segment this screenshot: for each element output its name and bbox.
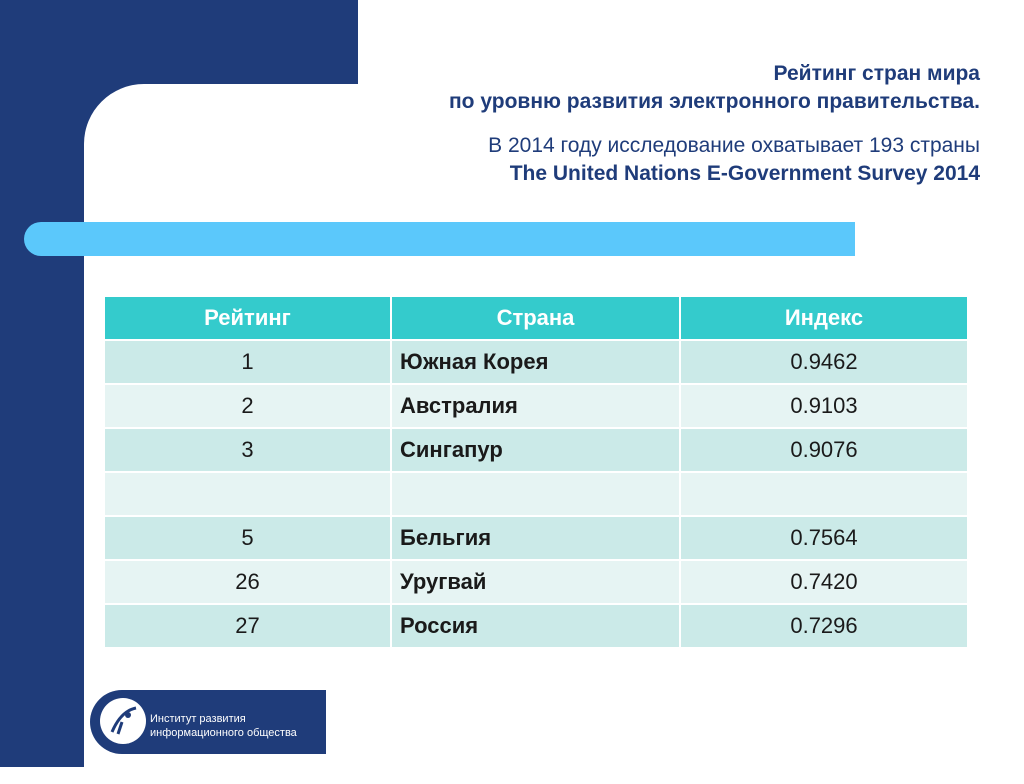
rank-cell: 26 [103, 559, 392, 605]
index-cell: 0.9462 [679, 339, 969, 385]
title-block: Рейтинг стран мира по уровню развития эл… [280, 60, 980, 188]
rank-cell: 1 [103, 339, 392, 385]
table-row: 1 Южная Корея 0.9462 [103, 339, 969, 385]
table-row: 27 Россия 0.7296 [103, 603, 969, 649]
index-cell: 0.7420 [679, 559, 969, 605]
country-cell: Россия [390, 603, 681, 649]
table-row: 5 Бельгия 0.7564 [103, 515, 969, 561]
logo-text-line2: информационного общества [150, 727, 297, 739]
table-row: 3 Сингапур 0.9076 [103, 427, 969, 473]
rank-cell: 2 [103, 383, 392, 429]
rank-cell: 27 [103, 603, 392, 649]
logo-text: Институт развития информационного общест… [150, 712, 320, 740]
rating-table: Рейтинг Страна Индекс 1 Южная Корея 0.94… [103, 295, 969, 649]
country-cell [390, 471, 681, 517]
table-header-row: Рейтинг Страна Индекс [103, 295, 969, 341]
index-cell [679, 471, 969, 517]
institute-logo: Институт развития информационного общест… [90, 690, 326, 754]
accent-stripe [24, 222, 855, 256]
logo-text-line1: Институт развития [150, 713, 246, 725]
table-row [103, 471, 969, 517]
index-cell: 0.7564 [679, 515, 969, 561]
index-cell: 0.9103 [679, 383, 969, 429]
country-cell: Австралия [390, 383, 681, 429]
subtitle: В 2014 году исследование охватывает 193 … [488, 134, 980, 157]
country-cell: Южная Корея [390, 339, 681, 385]
header-country: Страна [390, 295, 681, 341]
index-cell: 0.9076 [679, 427, 969, 473]
country-cell: Бельгия [390, 515, 681, 561]
table-row: 2 Австралия 0.9103 [103, 383, 969, 429]
header-rank: Рейтинг [103, 295, 392, 341]
country-cell: Уругвай [390, 559, 681, 605]
rank-cell: 5 [103, 515, 392, 561]
country-cell: Сингапур [390, 427, 681, 473]
rank-cell: 3 [103, 427, 392, 473]
logo-emblem-icon [100, 698, 146, 744]
index-cell: 0.7296 [679, 603, 969, 649]
source-title: The United Nations E-Government Survey 2… [509, 162, 980, 185]
table-row: 26 Уругвай 0.7420 [103, 559, 969, 605]
page-title-line2: по уровню развития электронного правител… [449, 90, 980, 113]
rank-cell [103, 471, 392, 517]
page-title-line1: Рейтинг стран мира [773, 62, 980, 85]
header-index: Индекс [679, 295, 969, 341]
